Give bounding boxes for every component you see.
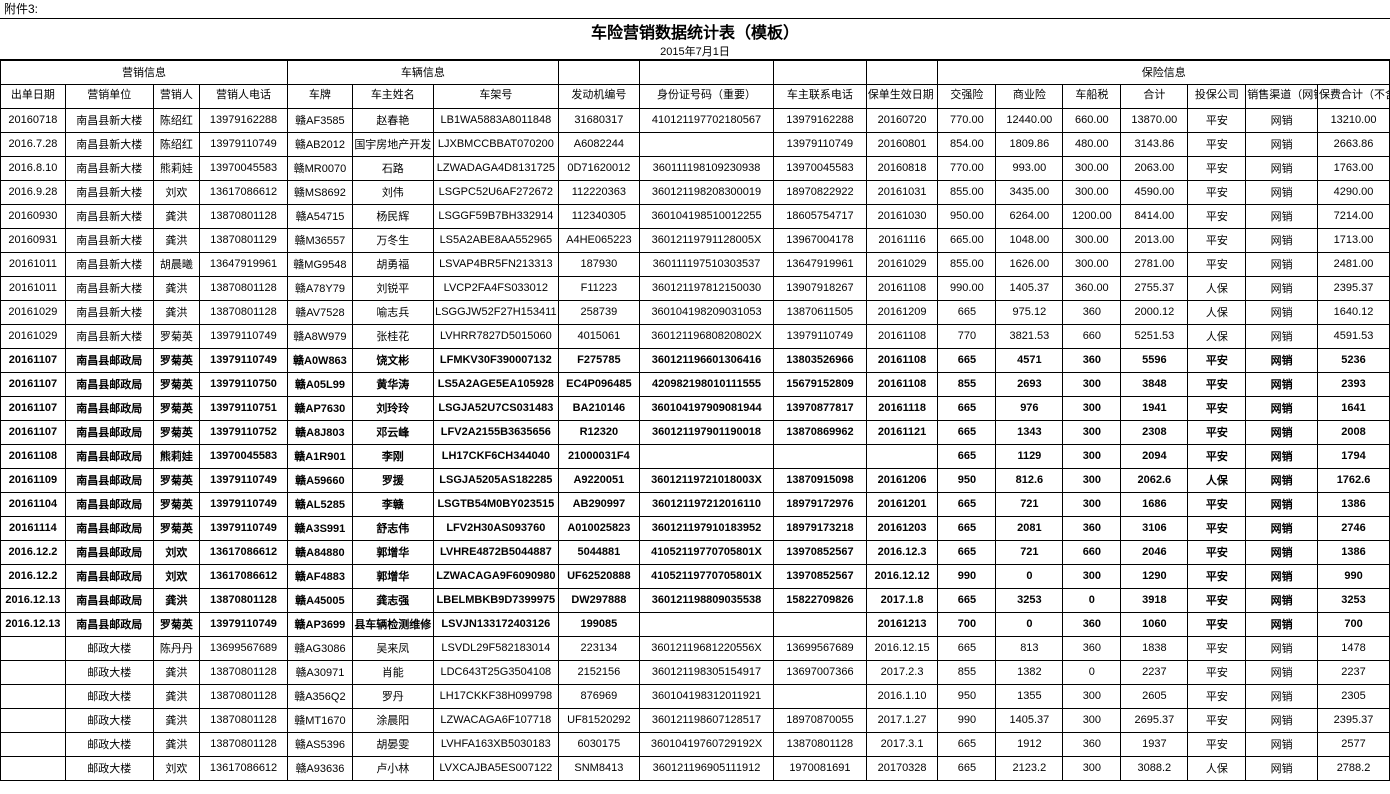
table-row: 邮政大楼龚洪13870801128赣A356Q2罗丹LH17CKKF38H099… <box>1 684 1390 708</box>
col-c11: 交强险 <box>938 84 996 108</box>
col-c1: 营销单位 <box>65 84 153 108</box>
table-date: 2015年7月1日 <box>0 43 1390 60</box>
table-row: 20161114南昌县邮政局罗菊英13979110749赣A3S991舒志伟LF… <box>1 516 1390 540</box>
col-c9: 车主联系电话 <box>774 84 867 108</box>
table-row: 2016.7.28南昌县新大楼陈绍红13979110749赣AB2012国宇房地… <box>1 132 1390 156</box>
col-c6: 车架号 <box>433 84 558 108</box>
table-row: 20161107南昌县邮政局罗菊英13979110750赣A05L99黄华涛LS… <box>1 372 1390 396</box>
col-c12: 商业险 <box>996 84 1063 108</box>
spreadsheet: 附件3: 车险营销数据统计表（模板） 2015年7月1日 <box>0 0 1390 60</box>
table-row: 20160718南昌县新大楼陈绍红13979162288赣AF3585赵春艳LB… <box>1 108 1390 132</box>
table-row: 20161011南昌县新大楼龚洪13870801128赣A78Y79刘锐平LVC… <box>1 276 1390 300</box>
table-row: 20161011南昌县新大楼胡晨曦13647919961赣MG9548胡勇福LS… <box>1 252 1390 276</box>
col-c3: 营销人电话 <box>200 84 288 108</box>
table-row: 20161109南昌县邮政局罗菊英13979110749赣A59660罗援LSG… <box>1 468 1390 492</box>
table-row: 邮政大楼龚洪13870801128赣MT1670涂晨阳LZWACAGA6F107… <box>1 708 1390 732</box>
column-header-row: 出单日期营销单位营销人营销人电话车牌车主姓名车架号发动机编号身份证号码（重要）车… <box>1 84 1390 108</box>
table-row: 20161104南昌县邮政局罗菊英13979110749赣AL5285李赣LSG… <box>1 492 1390 516</box>
table-row: 20161108南昌县邮政局熊莉娃13970045583赣A1R901李刚LH1… <box>1 444 1390 468</box>
table-row: 邮政大楼龚洪13870801128赣A30971肖能LDC643T25G3504… <box>1 660 1390 684</box>
table-row: 20160931南昌县新大楼龚洪13870801129赣M36557万冬生LS5… <box>1 228 1390 252</box>
table-row: 20161107南昌县邮政局罗菊英13979110749赣A0W863饶文彬LF… <box>1 348 1390 372</box>
col-c4: 车牌 <box>288 84 353 108</box>
table-row: 20161029南昌县新大楼龚洪13870801128赣AV7528喻志兵LSG… <box>1 300 1390 324</box>
table-row: 2016.12.2南昌县邮政局刘欢13617086612赣A84880郭增华LV… <box>1 540 1390 564</box>
col-c7: 发动机编号 <box>558 84 639 108</box>
table-row: 20161107南昌县邮政局罗菊英13979110751赣AP7630刘玲玲LS… <box>1 396 1390 420</box>
col-c14: 合计 <box>1121 84 1188 108</box>
table-title: 车险营销数据统计表（模板） <box>0 18 1390 43</box>
col-c2: 营销人 <box>153 84 199 108</box>
col-c17: 保费合计（不含车船税） <box>1318 84 1390 108</box>
table-row: 2016.12.2南昌县邮政局刘欢13617086612赣AF4883郭增华LZ… <box>1 564 1390 588</box>
col-c8: 身份证号码（重要） <box>639 84 773 108</box>
group-sales: 营销信息 <box>1 60 288 84</box>
table-row: 20161107南昌县邮政局罗菊英13979110752赣A8J803邓云峰LF… <box>1 420 1390 444</box>
table-row: 邮政大楼陈丹丹13699567689赣AG3086吴来凤LSVDL29F5821… <box>1 636 1390 660</box>
col-c10: 保单生效日期 （重要） <box>866 84 938 108</box>
table-row: 20161029南昌县新大楼罗菊英13979110749赣A8W979张桂花LV… <box>1 324 1390 348</box>
table-row: 邮政大楼刘欢13617086612赣A93636卢小林LVXCAJBA5ES00… <box>1 756 1390 780</box>
table-row: 20160930南昌县新大楼龚洪13870801128赣A54715杨民辉LSG… <box>1 204 1390 228</box>
col-c13: 车船税 <box>1063 84 1121 108</box>
col-c5: 车主姓名 <box>352 84 433 108</box>
table-row: 邮政大楼龚洪13870801128赣AS5396胡晏雯LVHFA163XB503… <box>1 732 1390 756</box>
table-row: 2016.12.13南昌县邮政局罗菊英13979110749赣AP3699县车辆… <box>1 612 1390 636</box>
group-vehicle: 车辆信息 <box>288 60 559 84</box>
col-c15: 投保公司 <box>1188 84 1246 108</box>
data-table: 营销信息 车辆信息 保险信息 出单日期营销单位营销人营销人电话车牌车主姓名车架号… <box>0 60 1390 781</box>
table-row: 2016.8.10南昌县新大楼熊莉娃13970045583赣MR0070石路LZ… <box>1 156 1390 180</box>
attachment-label: 附件3: <box>0 0 1390 18</box>
col-c16: 销售渠道（网销/直销） <box>1246 84 1318 108</box>
group-insurance: 保险信息 <box>938 60 1390 84</box>
group-header-row: 营销信息 车辆信息 保险信息 <box>1 60 1390 84</box>
table-row: 2016.9.28南昌县新大楼刘欢13617086612赣MS8692刘伟LSG… <box>1 180 1390 204</box>
col-c0: 出单日期 <box>1 84 66 108</box>
table-row: 2016.12.13南昌县邮政局龚洪13870801128赣A45005龚志强L… <box>1 588 1390 612</box>
